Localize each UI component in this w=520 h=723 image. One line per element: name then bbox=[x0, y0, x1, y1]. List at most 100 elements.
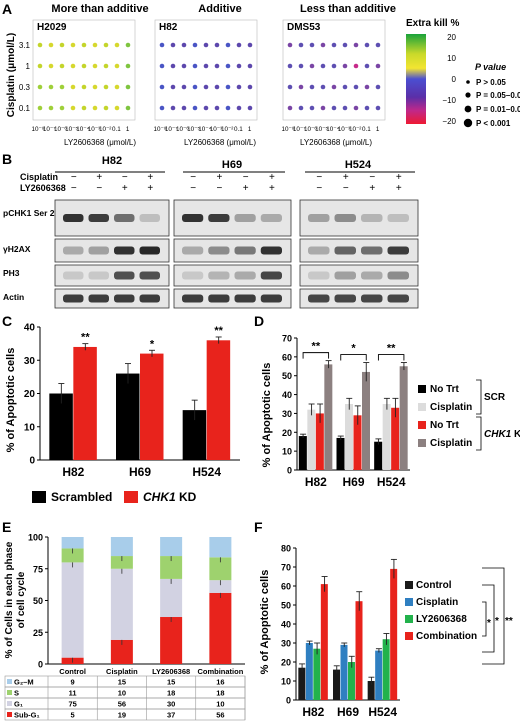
blot-strip bbox=[173, 288, 292, 309]
a-dot bbox=[48, 105, 54, 111]
a-dot bbox=[114, 42, 120, 48]
bar bbox=[340, 644, 348, 700]
a-xtick: 1 bbox=[248, 126, 252, 133]
blot-band bbox=[308, 294, 330, 303]
treat-label-cisplatin: Cisplatin bbox=[20, 172, 58, 182]
stacked-bar-segment bbox=[110, 556, 133, 569]
a-xtick: 0.1 bbox=[112, 126, 121, 133]
a-dot bbox=[236, 84, 242, 90]
d-legend-bracket bbox=[476, 416, 482, 451]
a-dot bbox=[81, 84, 87, 90]
x-category-label: H69 bbox=[337, 705, 359, 719]
a-dot bbox=[364, 105, 370, 111]
blot-cell-line-h69: H69 bbox=[222, 159, 242, 171]
y-tick-label: 40 bbox=[282, 390, 292, 400]
y-tick-label: 50 bbox=[33, 596, 43, 606]
panel-f: F % of Apoptotic cells 0 10 20 30 40 50 60 70 80… bbox=[254, 519, 513, 719]
blot-band bbox=[387, 214, 409, 222]
x-category-label: H69 bbox=[129, 465, 151, 479]
blot-band bbox=[260, 271, 282, 280]
a-xtick: 10⁻⁷ bbox=[293, 126, 306, 133]
y-tick-label: 60 bbox=[281, 582, 291, 592]
bar bbox=[348, 662, 355, 700]
d-legend-label: No Trt bbox=[430, 420, 460, 431]
blot-row-label-ph3: PH3 bbox=[3, 268, 20, 278]
a-dot bbox=[331, 63, 337, 69]
a-xtick: 10⁻⁴ bbox=[198, 126, 211, 133]
a-xtick: 10⁻⁵ bbox=[315, 126, 328, 133]
table-cell: 16 bbox=[216, 678, 224, 687]
panel-letter-c: C bbox=[2, 313, 12, 329]
a-ytick: 0.3 bbox=[19, 83, 31, 92]
a-dot bbox=[114, 105, 120, 111]
header-more-than-additive: More than additive bbox=[51, 3, 148, 15]
a-dot bbox=[214, 42, 220, 48]
table-cell: 37 bbox=[167, 711, 175, 720]
a-dot bbox=[81, 63, 87, 69]
blot-sign-cisplatin: − bbox=[122, 172, 128, 183]
a-dot bbox=[181, 42, 187, 48]
blot-band bbox=[361, 214, 383, 222]
bar bbox=[367, 681, 375, 700]
a-dot bbox=[353, 42, 359, 48]
a-dot bbox=[59, 84, 65, 90]
bar bbox=[313, 648, 321, 700]
cell-line-dms53: DMS53 bbox=[287, 22, 321, 33]
bar bbox=[73, 346, 97, 460]
blot-band bbox=[139, 294, 160, 303]
significance-mark: ** bbox=[214, 325, 223, 337]
bar bbox=[362, 371, 370, 470]
stacked-bar-segment bbox=[209, 537, 232, 558]
a-dot bbox=[103, 84, 109, 90]
blot-band bbox=[260, 294, 282, 303]
panel-e: E % of Cells in each phase of cell cycle… bbox=[2, 519, 246, 721]
y-tick-label: 20 bbox=[281, 658, 291, 668]
a-dot bbox=[181, 63, 187, 69]
x-category-label: H82 bbox=[305, 475, 327, 489]
blot-band bbox=[234, 246, 256, 255]
blot-band bbox=[139, 271, 160, 280]
a-dot bbox=[247, 42, 253, 48]
a-x-axis-title: LY2606368 (μmol/L) bbox=[184, 138, 256, 147]
blot-band bbox=[234, 294, 256, 303]
a-grid-frame-h82 bbox=[154, 19, 258, 121]
stacked-bar-segment bbox=[160, 537, 183, 557]
y-tick-label: 30 bbox=[281, 639, 291, 649]
blot-sign-cisplatin: + bbox=[96, 172, 102, 183]
stacked-bar-segment bbox=[160, 578, 183, 618]
c-legend-scrambled: Scrambled bbox=[51, 490, 112, 504]
f-sig-bracket bbox=[482, 567, 505, 665]
stacked-bar-segment bbox=[61, 537, 84, 549]
stacked-bar-segment bbox=[61, 562, 84, 658]
a-ytick: 3.1 bbox=[19, 41, 31, 50]
a-dot bbox=[287, 105, 293, 111]
d-group-scr: SCR bbox=[484, 392, 506, 403]
blot-band bbox=[114, 271, 135, 280]
bar bbox=[382, 639, 390, 700]
blot-band bbox=[63, 271, 84, 280]
colorbar-tick: 10 bbox=[447, 54, 456, 63]
a-ytick: 1 bbox=[26, 62, 31, 71]
blot-sign-cisplatin: + bbox=[269, 172, 275, 183]
y-tick-label: 50 bbox=[281, 601, 291, 611]
a-x-axis-title: LY2606368 (μmol/L) bbox=[64, 138, 136, 147]
f-legend-label: Cisplatin bbox=[416, 597, 458, 608]
a-ytick: 0.1 bbox=[19, 104, 31, 113]
a-dot bbox=[192, 42, 198, 48]
blot-band bbox=[334, 271, 356, 280]
a-dot bbox=[342, 84, 348, 90]
panel-b: B H82 H69 H524 Cisplatin LY2606368 pCHK1… bbox=[2, 151, 419, 309]
blot-band bbox=[387, 271, 409, 280]
y-tick-label: 10 bbox=[24, 422, 36, 433]
blot-band bbox=[139, 246, 160, 255]
blot-strip bbox=[173, 238, 292, 263]
a-dot bbox=[125, 105, 131, 111]
table-cell: 75 bbox=[68, 700, 76, 709]
a-dot bbox=[309, 63, 315, 69]
a-dot bbox=[247, 105, 253, 111]
colorbar-tick: −10 bbox=[442, 96, 456, 105]
blot-sign-ly2606368: + bbox=[269, 183, 275, 194]
blot-band bbox=[208, 294, 230, 303]
a-xtick: 0.1 bbox=[362, 126, 371, 133]
blot-band bbox=[234, 214, 256, 222]
